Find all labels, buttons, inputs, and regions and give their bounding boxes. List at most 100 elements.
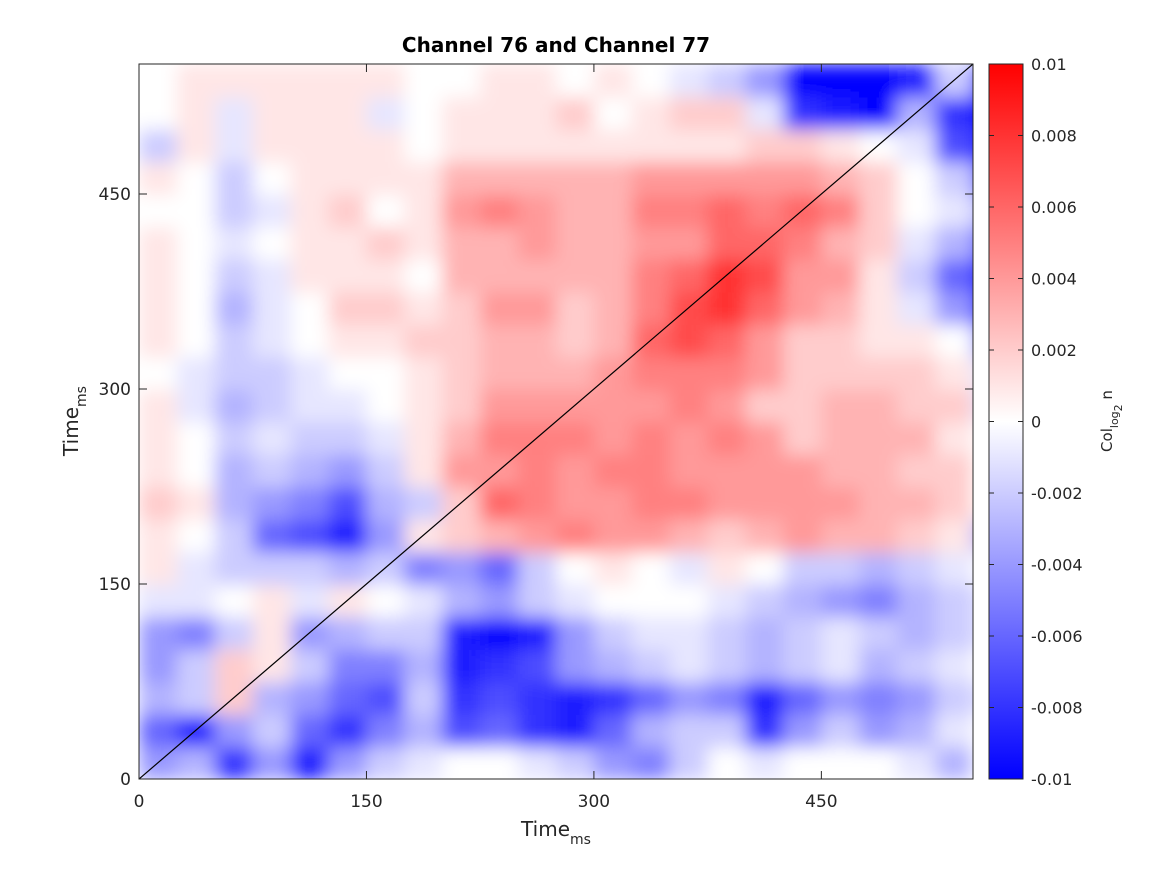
heatmap-cell <box>366 356 406 390</box>
heatmap-cell <box>707 584 747 618</box>
heatmap-cell <box>214 746 254 779</box>
heatmap-cell <box>252 356 292 390</box>
heatmap-cell <box>935 226 973 260</box>
heatmap-cell <box>821 714 861 748</box>
heatmap-cell <box>176 161 216 195</box>
heatmap-cell <box>404 226 444 260</box>
heatmap-cell <box>821 389 861 423</box>
heatmap-cell <box>442 519 482 553</box>
heatmap-cell <box>631 519 671 553</box>
heatmap-cell <box>404 486 444 520</box>
heatmap-cell <box>139 161 178 195</box>
heatmap-cell <box>707 649 747 683</box>
heatmap-cell <box>518 64 557 98</box>
diagonal-line <box>139 64 973 779</box>
heatmap-cell <box>442 746 482 779</box>
heatmap-cell <box>669 291 709 325</box>
heatmap-cell <box>897 389 937 423</box>
heatmap-cell <box>783 714 823 748</box>
colorbar-tick-label: 0.01 <box>1031 55 1067 74</box>
heatmap-cell <box>593 454 633 488</box>
heatmap-cell <box>518 96 557 130</box>
heatmap-cell <box>556 356 595 390</box>
heatmap-cell <box>328 714 368 748</box>
heatmap-cell <box>366 616 406 650</box>
heatmap-cell <box>707 421 747 455</box>
heatmap-cell <box>328 161 368 195</box>
heatmap-cell <box>518 161 557 195</box>
heatmap-cell <box>707 226 747 260</box>
heatmap-cell <box>707 356 747 390</box>
heatmap-cell <box>442 161 482 195</box>
heatmap-cell <box>404 129 444 163</box>
y-tick-label: 450 <box>99 185 131 205</box>
y-tick-label: 0 <box>120 770 131 790</box>
heatmap-cell <box>442 454 482 488</box>
colorbar-tick-label: 0.002 <box>1031 341 1077 360</box>
y-tick-label: 150 <box>99 575 131 595</box>
heatmap-cell <box>366 96 406 130</box>
heatmap-cell <box>859 421 899 455</box>
heatmap-cell <box>290 324 330 358</box>
heatmap-cell <box>442 64 482 98</box>
heatmap-cell <box>442 291 482 325</box>
colorbar-tick-label: 0 <box>1031 413 1041 432</box>
heatmap-cell <box>214 194 254 228</box>
heatmap-cell <box>783 194 823 228</box>
heatmap-cell <box>214 96 254 130</box>
heatmap-cell <box>328 64 368 98</box>
heatmap-cell <box>631 226 671 260</box>
heatmap-cell <box>935 356 973 390</box>
heatmap-cell <box>745 551 785 585</box>
heatmap-cell <box>518 226 557 260</box>
heatmap-cell <box>707 616 747 650</box>
heatmap-cell <box>480 616 520 650</box>
heatmap-cell <box>252 551 292 585</box>
heatmap-cell <box>176 584 216 618</box>
heatmap-cell <box>480 389 520 423</box>
heatmap-cell <box>631 486 671 520</box>
heatmap-cell <box>707 486 747 520</box>
heatmap-cell <box>366 389 406 423</box>
heatmap-cell <box>897 616 937 650</box>
heatmap-cell <box>859 714 899 748</box>
heatmap-cell <box>556 551 595 585</box>
heatmap-cell <box>214 454 254 488</box>
heatmap-cell <box>214 259 254 293</box>
heatmap-cell <box>252 616 292 650</box>
heatmap-cell <box>859 519 899 553</box>
heatmap-cell <box>707 519 747 553</box>
y-axis-ticks: 0 150 300 450 <box>99 185 973 790</box>
heatmap-cell <box>442 129 482 163</box>
heatmap-cell <box>631 746 671 779</box>
heatmap-cell <box>214 714 254 748</box>
heatmap-cell <box>139 226 178 260</box>
heatmap-cell <box>593 64 633 98</box>
heatmap-cell <box>290 291 330 325</box>
heatmap-cell <box>897 96 937 130</box>
heatmap-cell <box>404 714 444 748</box>
heatmap-cell <box>593 616 633 650</box>
colorbar-label: Collog2 n <box>1098 390 1125 452</box>
heatmap-cell <box>214 421 254 455</box>
heatmap-cell <box>442 324 482 358</box>
heatmap-cell <box>328 421 368 455</box>
heatmap-cell <box>176 649 216 683</box>
heatmap-cell <box>556 96 595 130</box>
heatmap-cell <box>935 64 973 98</box>
heatmap-cell <box>518 324 557 358</box>
chart-title: Channel 76 and Channel 77 <box>402 33 710 57</box>
colorbar-tick-label: 0.004 <box>1031 270 1077 289</box>
heatmap-cell <box>859 649 899 683</box>
heatmap-cell <box>556 324 595 358</box>
heatmap-cell <box>935 129 973 163</box>
heatmap-cell <box>328 389 368 423</box>
heatmap-cell <box>252 519 292 553</box>
heatmap-cell <box>783 519 823 553</box>
heatmap-cell <box>821 226 861 260</box>
heatmap-cell <box>593 746 633 779</box>
heatmap-cell <box>745 259 785 293</box>
heatmap-cell <box>859 454 899 488</box>
heatmap-cell <box>252 259 292 293</box>
heatmap-cell <box>935 551 973 585</box>
